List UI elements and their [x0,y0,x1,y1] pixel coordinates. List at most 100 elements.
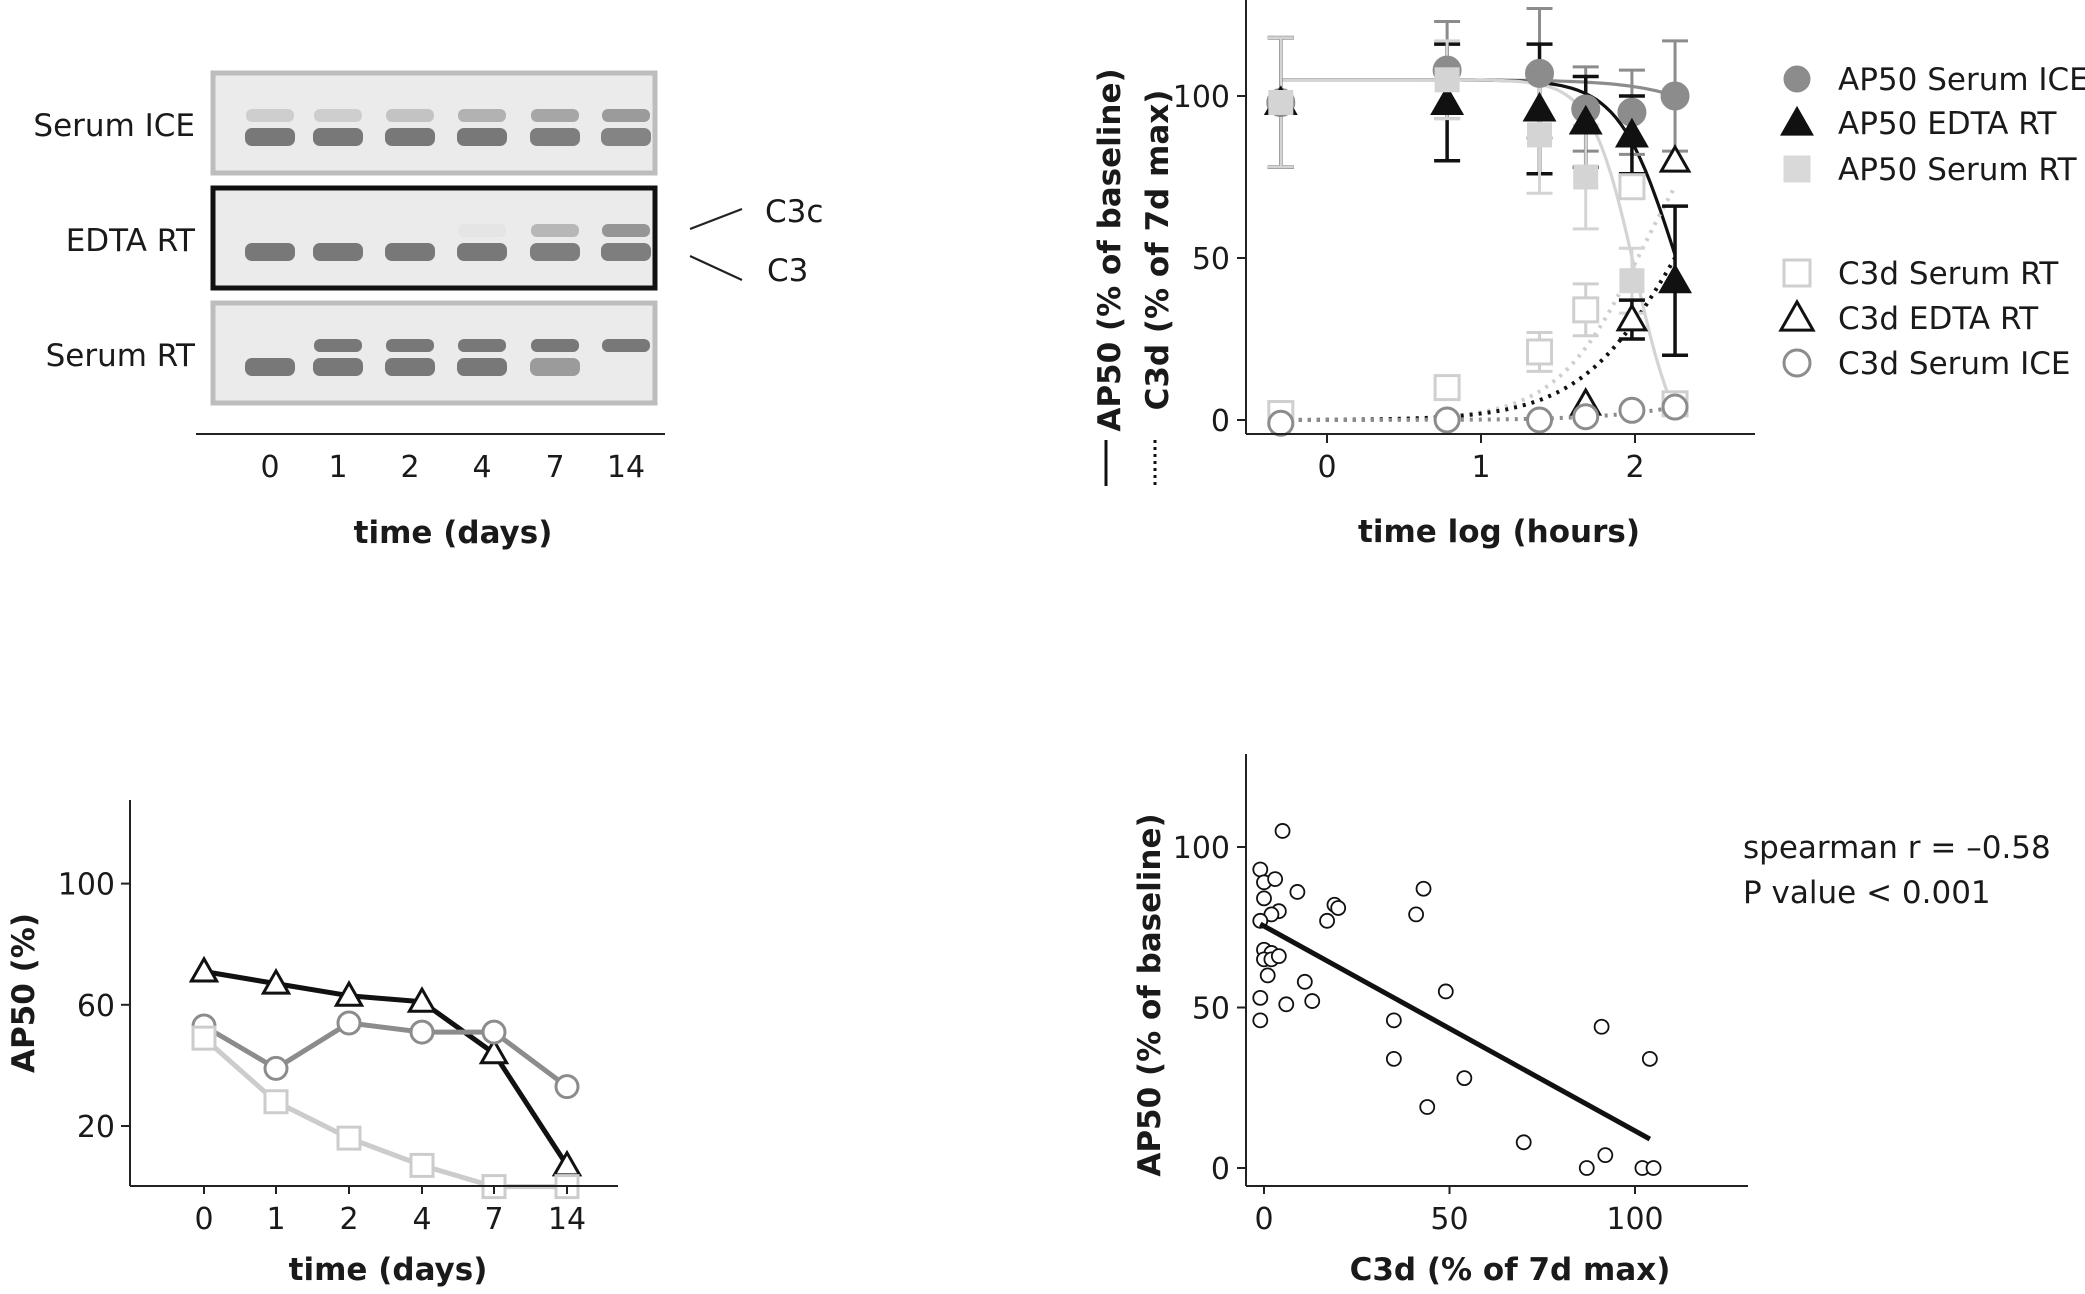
timecourse-x-tick-label: 1 [1471,450,1490,485]
point-c3d-serum-ice [1661,393,1689,421]
scatter-point [1270,948,1287,965]
c3c-band [531,224,579,237]
scatter-point [1278,996,1295,1013]
c3c-band [246,109,294,122]
timecourse-y-tick-label: 100 [1173,80,1230,115]
point-ap50-serum-rt [1527,122,1553,148]
c3-band [457,243,507,261]
c3c-band [458,339,506,352]
spearman-annotation: spearman r = –0.58 [1743,830,2051,866]
blot-row-label: Serum ICE [33,108,195,144]
correlation-chart: 0 50 100 0 50 100 C3d (% of 7d max) AP50 (% o… [1132,754,2051,1288]
legend-marker-ap50-serum-rt [1783,155,1811,183]
correlation-x-tick-label: 0 [1254,1202,1273,1237]
legend-label-ap50-serum-rt: AP50 Serum RT [1838,152,2078,188]
series-line-edta-rt [203,969,570,1167]
point-c3d-serum-rt [1572,296,1600,324]
scatter-point [1645,1160,1662,1176]
point-serum-ice [481,1019,507,1045]
fit-c3d-edta-rt-fit [1280,256,1677,422]
ap50-x-label: time (days) [289,1252,488,1288]
scatter-point [1419,1099,1436,1115]
point-ap50-edta-rt [1568,104,1603,135]
blot-x-tick: 0 [260,450,279,485]
blot-panel: Serum ICE EDTA RT Serum RT 0 1 2 4 7 14 time (d… [33,70,823,551]
point-edta-rt [333,980,365,1007]
c3c-band [602,339,650,352]
scatter-point [1456,1070,1473,1087]
c3c-band [602,224,650,237]
ap50-x-tick-label: 1 [266,1202,285,1237]
scatter-point [1274,823,1291,839]
ap50-x-tick-label: 2 [339,1202,358,1237]
blot-row-label: Serum RT [46,338,196,374]
scatter-point [1385,1012,1402,1029]
fit-ap50-serum-rt-fit [1280,78,1677,411]
ap50-x-tick-label: 0 [194,1202,213,1237]
point-c3d-serum-ice [1433,406,1461,434]
c3c-band [458,109,506,122]
ap50-x-tick-label: 4 [412,1202,431,1237]
legend-label-c3d-serum-ice: C3d Serum ICE [1838,346,2070,382]
blot-x-tick: 1 [328,450,347,485]
c3-band [313,358,363,376]
c3-band [601,243,651,261]
scatter-point [1330,900,1347,916]
scatter-point [1437,983,1454,1000]
legend-marker-c3d-edta-rt [1778,298,1816,332]
ap50-x-tick-label: 7 [484,1202,503,1237]
blot-x-label: time (days) [354,515,553,551]
correlation-y-tick-label: 100 [1173,831,1230,866]
ap50-y-tick-label: 60 [77,989,115,1024]
ap50-y-tick-label: 20 [77,1110,115,1145]
c3-band [385,243,435,261]
point-c3d-serum-rt [1618,173,1646,201]
point-c3d-serum-rt [1433,374,1461,402]
c3-band [530,358,580,376]
timecourse-y-label: AP50 (% of baseline) [1092,68,1128,431]
scatter-point [1259,967,1276,984]
point-ap50-edta-rt [1522,91,1557,122]
point-serum-ice [554,1074,580,1100]
scatter-point [1597,1147,1614,1164]
blot-x-tick: 2 [400,450,419,485]
point-ap50-serum-rt [1268,89,1294,115]
point-c3d-serum-rt [1526,338,1554,366]
c3c-band-label: C3c [765,194,823,230]
correlation-y-tick-label: 50 [1192,992,1230,1027]
blot-x-tick: 4 [472,450,491,485]
point-serum-ice [336,1010,362,1036]
c3-band [457,358,507,376]
blot-row-edta-rt [210,185,658,291]
scatter-point [1415,880,1432,897]
c3c-band [531,109,579,122]
fit-ap50-serum-ice-fit [1280,78,1676,98]
point-ap50-serum-rt [1434,67,1460,93]
correlation-x-tick-label: 50 [1430,1202,1468,1237]
point-serum-rt [409,1152,435,1178]
ap50-y-tick-label: 100 [58,868,115,903]
point-serum-ice [409,1019,435,1045]
scatter-point [1408,906,1425,923]
c3-band [245,358,295,376]
legend-label-ap50-edta-rt: AP50 EDTA RT [1838,106,2058,142]
p-value-annotation: P value < 0.001 [1743,875,1991,911]
c3-band [245,128,295,146]
series-line-serum-ice [202,1020,569,1089]
scatter-point [1385,1050,1402,1067]
c3c-band [314,339,362,352]
scatter-point [1267,871,1284,887]
correlation-x-label: C3d (% of 7d max) [1350,1252,1671,1288]
scatter-point [1515,1134,1532,1151]
c3c-band [386,109,434,122]
correlation-x-tick-label: 100 [1606,1202,1663,1237]
point-serum-rt [336,1125,362,1151]
legend-label-ap50-serum-ice: AP50 Serum ICE [1838,62,2085,98]
blot-row-serum-rt [210,300,658,406]
c3-band [457,128,507,146]
scatter-point [1319,912,1335,929]
timecourse-x-label: time log (hours) [1358,514,1640,550]
c3c-band-pointer [689,207,743,231]
legend-marker-ap50-serum-ice [1783,65,1811,93]
